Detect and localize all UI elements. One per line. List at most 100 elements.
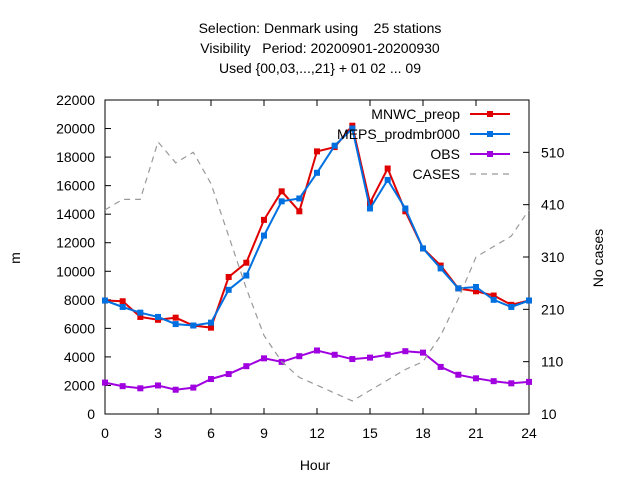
x-tick-label-6: 18 <box>415 425 431 441</box>
legend-marker-1 <box>487 131 493 137</box>
y2-tick-label-1: 110 <box>541 354 564 370</box>
series-1-point-16 <box>384 176 391 183</box>
series-0-point-10 <box>278 188 285 195</box>
series-1-point-7 <box>225 286 232 293</box>
series-1-point-21 <box>473 283 479 290</box>
series-2-point-2 <box>137 385 144 392</box>
series-2-point-21 <box>473 375 479 382</box>
series-2-point-23 <box>508 380 515 387</box>
chart-title-line-1: Selection: Denmark using 25 stations <box>198 20 442 36</box>
series-0-point-11 <box>296 208 303 215</box>
series-2-point-19 <box>437 363 444 370</box>
x-tick-label-5: 15 <box>362 425 378 441</box>
y-axis-label: m <box>7 252 23 264</box>
series-2-point-13 <box>331 351 338 358</box>
series-line-2 <box>104 349 530 391</box>
series-0-point-22 <box>490 292 497 299</box>
series-1-point-24 <box>526 297 532 304</box>
series-0-point-12 <box>314 148 320 155</box>
y2-tick-label-4: 410 <box>541 197 565 213</box>
y-tick-label-1: 2000 <box>64 377 95 393</box>
legend-label-1: MEPS_prodmbr000 <box>337 126 460 142</box>
series-2-point-16 <box>384 351 391 358</box>
y-tick-label-7: 14000 <box>56 206 95 222</box>
series-1-point-0 <box>102 297 108 304</box>
series-2-point-18 <box>420 349 426 356</box>
series-2-point-20 <box>455 371 462 378</box>
series-1-point-10 <box>278 198 285 205</box>
y-tick-label-11: 22000 <box>56 92 95 108</box>
series-1-point-23 <box>508 303 515 310</box>
series-2-point-24 <box>526 378 532 385</box>
series-2-point-12 <box>314 347 320 354</box>
series-1-point-22 <box>490 296 497 303</box>
series-2-point-8 <box>243 363 250 370</box>
legend-marker-2 <box>487 151 493 157</box>
series-1-point-5 <box>190 322 197 329</box>
x-tick-label-1: 3 <box>154 425 162 441</box>
x-tick-label-3: 9 <box>260 425 268 441</box>
legend-label-2: OBS <box>430 146 460 162</box>
x-tick-label-4: 12 <box>309 425 325 441</box>
series-2-point-14 <box>349 356 356 363</box>
series-2-point-17 <box>402 348 409 355</box>
series-1-point-9 <box>261 232 267 239</box>
series-line-0 <box>104 123 530 329</box>
series-1-point-19 <box>437 265 444 272</box>
series-1-point-6 <box>208 319 214 326</box>
series-1-point-15 <box>367 205 373 212</box>
y-tick-label-8: 16000 <box>56 178 95 194</box>
series-0-point-21 <box>473 288 479 295</box>
series-0-point-4 <box>172 314 179 321</box>
series-0-point-15 <box>367 199 373 206</box>
y2-axis-label: No cases <box>590 229 606 287</box>
series-0-point-9 <box>261 216 267 223</box>
series-1-point-3 <box>155 313 161 320</box>
series-1-point-1 <box>119 303 126 310</box>
series-2-point-15 <box>367 354 373 361</box>
series-1-point-14 <box>349 125 356 132</box>
series-2-point-1 <box>119 383 126 390</box>
series-2-point-0 <box>102 379 108 386</box>
series-2-point-9 <box>261 355 267 362</box>
chart-title-line-3: Used {00,03,...,21} + 01 02 ... 09 <box>219 60 421 76</box>
y-tick-label-2: 4000 <box>64 349 95 365</box>
series-0-point-7 <box>225 273 232 280</box>
x-tick-label-2: 6 <box>207 425 215 441</box>
y-tick-label-5: 10000 <box>56 263 95 279</box>
series-2-point-11 <box>296 353 303 360</box>
series-1-point-2 <box>137 309 144 316</box>
y2-tick-label-3: 310 <box>541 249 565 265</box>
series-2-point-4 <box>172 386 179 393</box>
series-0-point-2 <box>137 313 144 320</box>
series-1-point-11 <box>296 195 303 202</box>
series-2-point-3 <box>155 382 161 389</box>
series-1-point-4 <box>172 321 179 328</box>
y2-tick-label-0: 10 <box>541 406 557 422</box>
series-1-point-12 <box>314 169 320 176</box>
series-1-point-18 <box>420 245 426 252</box>
series-1-point-13 <box>331 142 338 149</box>
legend-label-0: MNWC_preop <box>371 106 460 122</box>
series-1-point-20 <box>455 285 462 292</box>
plot-frame <box>104 99 530 415</box>
y-tick-label-9: 18000 <box>56 149 95 165</box>
series-2-point-5 <box>190 384 197 391</box>
y-tick-label-3: 6000 <box>64 320 95 336</box>
y-tick-label-0: 0 <box>87 406 95 422</box>
x-tick-label-0: 0 <box>101 425 109 441</box>
y2-tick-label-2: 210 <box>541 301 565 317</box>
series-line-1 <box>104 126 530 327</box>
y-tick-label-10: 20000 <box>56 121 95 137</box>
x-tick-label-7: 21 <box>468 425 484 441</box>
series-2-point-7 <box>225 371 232 378</box>
legend-label-3: CASES <box>413 166 460 182</box>
series-line-3 <box>104 140 530 402</box>
series-0-point-6 <box>208 324 214 331</box>
series-0-point-16 <box>384 165 391 172</box>
series-2-point-6 <box>208 376 214 383</box>
y2-tick-label-5: 510 <box>541 144 565 160</box>
y-tick-label-6: 12000 <box>56 235 95 251</box>
series-1-point-17 <box>402 205 409 212</box>
